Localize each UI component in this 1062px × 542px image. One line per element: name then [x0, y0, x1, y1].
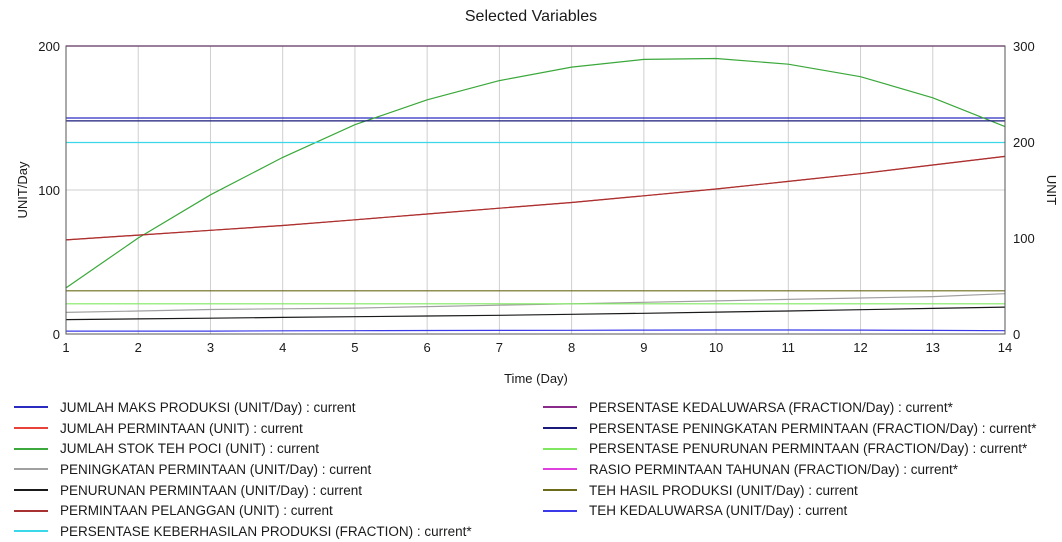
series-line-13: [66, 329, 1006, 332]
legend-swatch: [543, 509, 577, 512]
y-axis-right-label: UNIT: [1044, 175, 1059, 205]
legend-swatch: [543, 489, 577, 492]
x-tick-label: 9: [640, 340, 647, 355]
legend-label: TEH HASIL PRODUKSI (UNIT/Day) : current: [589, 482, 858, 498]
x-tick-label: 5: [351, 340, 358, 355]
legend-label: TEH KEDALUWARSA (UNIT/Day) : current: [589, 503, 848, 519]
legend-item: PERSENTASE PENINGKATAN PERMINTAAN (FRACT…: [543, 418, 1062, 439]
series-line-2: [65, 155, 1006, 241]
y-right-tick-label: 200: [1013, 135, 1035, 150]
y-left-tick-label: 0: [53, 327, 60, 342]
y-left-tick-label: 200: [38, 39, 60, 54]
legend-swatch: [14, 489, 48, 492]
legend-label: JUMLAH STOK TEH POCI (UNIT) : current: [60, 441, 320, 457]
x-tick-label: 1: [62, 340, 69, 355]
x-tick-label: 4: [279, 340, 286, 355]
legend-swatch: [14, 530, 48, 533]
legend-swatch: [14, 406, 48, 409]
y-right-tick-label: 300: [1013, 39, 1035, 54]
legend-label: PERSENTASE KEDALUWARSA (FRACTION/Day) : …: [589, 399, 953, 415]
legend-label: PERSENTASE PENINGKATAN PERMINTAAN (FRACT…: [589, 420, 1037, 436]
legend-item: TEH KEDALUWARSA (UNIT/Day) : current: [543, 500, 1062, 521]
legend-label: RASIO PERMINTAAN TAHUNAN (FRACTION/Day) …: [589, 461, 959, 477]
y-axis-left-label: UNIT/Day: [15, 161, 30, 219]
x-tick-label: 8: [568, 340, 575, 355]
legend-item: PERSENTASE PENURUNAN PERMINTAAN (FRACTIO…: [543, 438, 1062, 459]
series-line-6: [65, 155, 1006, 241]
series-line-4: [65, 293, 1006, 313]
series-line-3: [65, 57, 1006, 289]
legend-right-column: PERSENTASE KEDALUWARSA (FRACTION/Day) : …: [543, 397, 1062, 521]
series-lines: [65, 45, 1006, 332]
x-tick-label: 10: [709, 340, 723, 355]
legend-item: JUMLAH MAKS PRODUKSI (UNIT/Day) : curren…: [14, 397, 534, 418]
plot-frame: [65, 45, 1006, 335]
legend-item: RASIO PERMINTAAN TAHUNAN (FRACTION/Day) …: [543, 459, 1062, 480]
legend-label: PERSENTASE KEBERHASILAN PRODUKSI (FRACTI…: [60, 523, 472, 539]
legend-item: PERSENTASE KEDALUWARSA (FRACTION/Day) : …: [543, 397, 1062, 418]
legend-left-column: JUMLAH MAKS PRODUKSI (UNIT/Day) : curren…: [14, 397, 534, 542]
legend-label: JUMLAH MAKS PRODUKSI (UNIT/Day) : curren…: [60, 399, 356, 415]
x-tick-label: 2: [135, 340, 142, 355]
x-tick-label: 11: [782, 340, 796, 355]
x-tick-label: 3: [207, 340, 214, 355]
legend-label: PERSENTASE PENURUNAN PERMINTAAN (FRACTIO…: [589, 441, 1028, 457]
y-right-tick-label: 100: [1013, 231, 1035, 246]
legend-item: PERSENTASE KEBERHASILAN PRODUKSI (FRACTI…: [14, 521, 534, 542]
y-left-tick-label: 100: [38, 183, 60, 198]
x-tick-label: 7: [496, 340, 503, 355]
y-right-tick-label: 0: [1013, 327, 1020, 342]
legend-item: JUMLAH STOK TEH POCI (UNIT) : current: [14, 438, 534, 459]
legend-item: PERMINTAAN PELANGGAN (UNIT) : current: [14, 500, 534, 521]
legend-swatch: [543, 406, 577, 409]
legend-item: PENINGKATAN PERMINTAAN (UNIT/Day) : curr…: [14, 459, 534, 480]
legend-label: PENINGKATAN PERMINTAAN (UNIT/Day) : curr…: [60, 461, 372, 477]
legend-label: PERMINTAAN PELANGGAN (UNIT) : current: [60, 503, 333, 519]
chart-title: Selected Variables: [464, 8, 598, 25]
series-line-5: [65, 306, 1006, 321]
x-tick-label: 13: [926, 340, 940, 355]
x-tick-label: 12: [853, 340, 867, 355]
legend-swatch: [543, 447, 577, 450]
legend-label: PENURUNAN PERMINTAAN (UNIT/Day) : curren…: [60, 482, 363, 498]
legend-swatch: [14, 447, 48, 450]
x-tick-label: 14: [998, 340, 1012, 355]
legend-item: PENURUNAN PERMINTAAN (UNIT/Day) : curren…: [14, 480, 534, 501]
legend-swatch: [14, 468, 48, 471]
legend-swatch: [14, 509, 48, 512]
x-axis-label: Time (Day): [504, 371, 568, 386]
legend-swatch: [14, 427, 48, 430]
legend-label: JUMLAH PERMINTAAN (UNIT) : current: [60, 420, 303, 436]
x-tick-label: 6: [424, 340, 431, 355]
legend-swatch: [543, 427, 577, 430]
legend-item: TEH HASIL PRODUKSI (UNIT/Day) : current: [543, 480, 1062, 501]
legend-swatch: [543, 468, 577, 471]
legend-item: JUMLAH PERMINTAAN (UNIT) : current: [14, 418, 534, 439]
